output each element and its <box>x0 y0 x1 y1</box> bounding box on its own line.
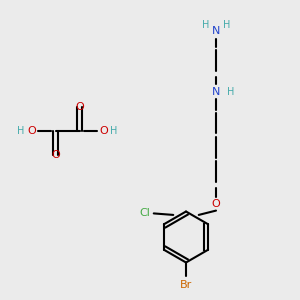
Text: H: H <box>110 125 118 136</box>
Text: Cl: Cl <box>140 208 151 218</box>
Text: O: O <box>27 125 36 136</box>
Text: O: O <box>99 125 108 136</box>
Text: N: N <box>212 26 220 37</box>
Text: O: O <box>51 149 60 160</box>
Text: H: H <box>226 86 234 97</box>
Text: N: N <box>212 86 220 97</box>
Text: Br: Br <box>180 280 192 290</box>
Text: O: O <box>212 199 220 209</box>
Text: H: H <box>202 20 209 31</box>
Text: O: O <box>75 101 84 112</box>
Text: H: H <box>223 20 230 31</box>
Text: H: H <box>17 125 25 136</box>
